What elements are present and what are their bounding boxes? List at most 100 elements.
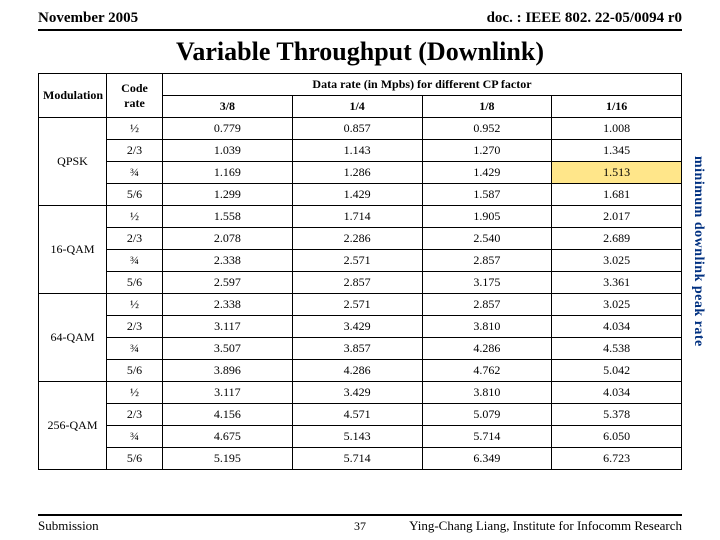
- data-cell: 1.714: [292, 206, 422, 228]
- data-cell: 2.338: [163, 294, 293, 316]
- table-row: ¾2.3382.5712.8573.025: [39, 250, 682, 272]
- data-cell: 2.078: [163, 228, 293, 250]
- data-cell: 3.429: [292, 316, 422, 338]
- data-cell: 3.117: [163, 382, 293, 404]
- code-rate-cell: ½: [107, 294, 163, 316]
- code-rate-cell: 2/3: [107, 140, 163, 162]
- code-rate-cell: ¾: [107, 426, 163, 448]
- data-cell: 0.779: [163, 118, 293, 140]
- code-rate-cell: ¾: [107, 338, 163, 360]
- data-cell: 5.195: [163, 448, 293, 470]
- data-cell: 2.017: [552, 206, 682, 228]
- data-cell: 0.952: [422, 118, 552, 140]
- data-cell: 1.513: [552, 162, 682, 184]
- data-cell: 2.857: [292, 272, 422, 294]
- modulation-cell: QPSK: [39, 118, 107, 206]
- table-row: 2/34.1564.5715.0795.378: [39, 404, 682, 426]
- code-rate-cell: 5/6: [107, 272, 163, 294]
- code-rate-cell: 5/6: [107, 360, 163, 382]
- data-cell: 0.857: [292, 118, 422, 140]
- data-cell: 5.079: [422, 404, 552, 426]
- table-row: 5/65.1955.7146.3496.723: [39, 448, 682, 470]
- data-cell: 4.156: [163, 404, 293, 426]
- data-cell: 1.169: [163, 162, 293, 184]
- data-cell: 3.896: [163, 360, 293, 382]
- data-cell: 3.175: [422, 272, 552, 294]
- modulation-cell: 64-QAM: [39, 294, 107, 382]
- table-header-row-1: Modulation Code rate Data rate (in Mpbs)…: [39, 74, 682, 96]
- data-cell: 2.571: [292, 294, 422, 316]
- cp-factor-header: 1/4: [292, 96, 422, 118]
- data-cell: 1.299: [163, 184, 293, 206]
- data-cell: 3.507: [163, 338, 293, 360]
- data-cell: 2.857: [422, 294, 552, 316]
- code-rate-cell: ½: [107, 382, 163, 404]
- data-cell: 5.378: [552, 404, 682, 426]
- data-cell: 6.349: [422, 448, 552, 470]
- cp-factor-header: 1/16: [552, 96, 682, 118]
- footer-left: Submission: [38, 518, 99, 534]
- data-cell: 2.338: [163, 250, 293, 272]
- data-cell: 3.810: [422, 382, 552, 404]
- slide-header: November 2005 doc. : IEEE 802. 22-05/009…: [0, 0, 720, 29]
- table-body: QPSK½0.7790.8570.9521.0082/31.0391.1431.…: [39, 118, 682, 470]
- col-data-rate-header: Data rate (in Mpbs) for different CP fac…: [163, 74, 682, 96]
- header-doc-id: doc. : IEEE 802. 22-05/0094 r0: [487, 10, 682, 27]
- cp-factor-header: 3/8: [163, 96, 293, 118]
- data-cell: 6.723: [552, 448, 682, 470]
- data-cell: 2.689: [552, 228, 682, 250]
- data-cell: 1.681: [552, 184, 682, 206]
- modulation-cell: 256-QAM: [39, 382, 107, 470]
- data-cell: 5.143: [292, 426, 422, 448]
- data-cell: 5.714: [422, 426, 552, 448]
- data-cell: 1.905: [422, 206, 552, 228]
- table-row: 5/63.8964.2864.7625.042: [39, 360, 682, 382]
- code-rate-cell: 5/6: [107, 184, 163, 206]
- data-cell: 3.857: [292, 338, 422, 360]
- page-number: 37: [354, 519, 366, 534]
- code-rate-cell: ½: [107, 118, 163, 140]
- header-rule: [38, 29, 682, 31]
- code-rate-cell: 2/3: [107, 404, 163, 426]
- data-cell: 1.143: [292, 140, 422, 162]
- data-cell: 1.039: [163, 140, 293, 162]
- data-cell: 4.286: [292, 360, 422, 382]
- data-cell: 4.034: [552, 316, 682, 338]
- table-row: QPSK½0.7790.8570.9521.008: [39, 118, 682, 140]
- data-cell: 4.286: [422, 338, 552, 360]
- data-cell: 1.270: [422, 140, 552, 162]
- code-rate-cell: 2/3: [107, 228, 163, 250]
- table-row: 256-QAM½3.1173.4293.8104.034: [39, 382, 682, 404]
- data-cell: 4.034: [552, 382, 682, 404]
- data-cell: 4.675: [163, 426, 293, 448]
- table-row: 16-QAM½1.5581.7141.9052.017: [39, 206, 682, 228]
- table-row: ¾1.1691.2861.4291.513: [39, 162, 682, 184]
- data-cell: 3.025: [552, 250, 682, 272]
- data-cell: 3.025: [552, 294, 682, 316]
- data-cell: 1.587: [422, 184, 552, 206]
- data-cell: 6.050: [552, 426, 682, 448]
- code-rate-cell: 2/3: [107, 316, 163, 338]
- slide-title: Variable Throughput (Downlink): [0, 37, 720, 67]
- table-row: 2/32.0782.2862.5402.689: [39, 228, 682, 250]
- data-cell: 3.117: [163, 316, 293, 338]
- modulation-cell: 16-QAM: [39, 206, 107, 294]
- data-cell: 3.429: [292, 382, 422, 404]
- data-cell: 5.714: [292, 448, 422, 470]
- throughput-table: Modulation Code rate Data rate (in Mpbs)…: [38, 73, 682, 470]
- code-rate-cell: 5/6: [107, 448, 163, 470]
- data-cell: 2.540: [422, 228, 552, 250]
- footer-right: Ying-Chang Liang, Institute for Infocomm…: [409, 518, 682, 534]
- table-row: ¾3.5073.8574.2864.538: [39, 338, 682, 360]
- table-row: 5/61.2991.4291.5871.681: [39, 184, 682, 206]
- side-annotation: minimum downlink peak rate: [690, 156, 706, 347]
- data-cell: 1.286: [292, 162, 422, 184]
- code-rate-cell: ½: [107, 206, 163, 228]
- data-cell: 1.429: [292, 184, 422, 206]
- data-cell: 3.810: [422, 316, 552, 338]
- code-rate-cell: ¾: [107, 162, 163, 184]
- data-cell: 4.571: [292, 404, 422, 426]
- table-row: 5/62.5972.8573.1753.361: [39, 272, 682, 294]
- data-cell: 2.857: [422, 250, 552, 272]
- col-modulation: Modulation: [39, 74, 107, 118]
